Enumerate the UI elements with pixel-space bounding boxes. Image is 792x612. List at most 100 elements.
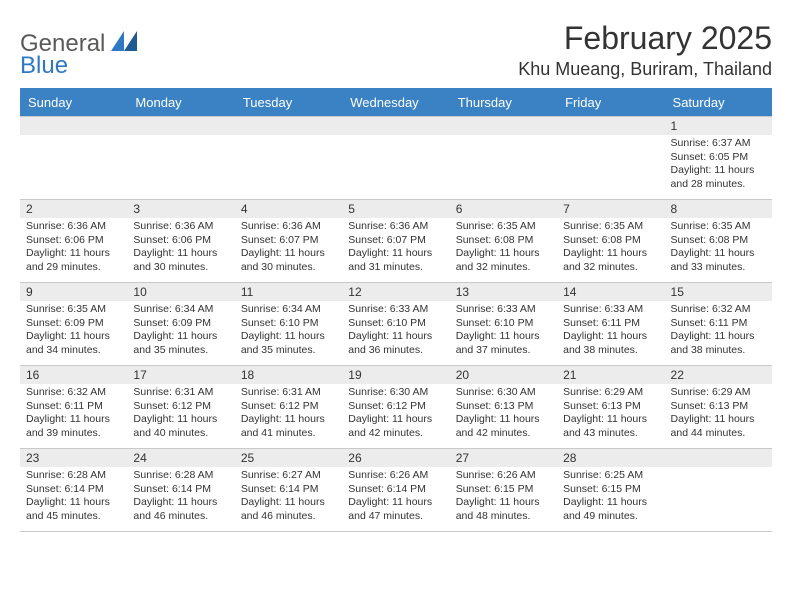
sunrise-text: Sunrise: 6:28 AM [26, 469, 121, 483]
title-block: February 2025 Khu Mueang, Buriram, Thail… [518, 20, 772, 80]
calendar-day-cell: 15Sunrise: 6:32 AMSunset: 6:11 PMDayligh… [665, 283, 772, 365]
sunrise-text: Sunrise: 6:34 AM [241, 303, 336, 317]
sunrise-text: Sunrise: 6:35 AM [671, 220, 766, 234]
calendar-week-row: 16Sunrise: 6:32 AMSunset: 6:11 PMDayligh… [20, 366, 772, 449]
day-content [235, 135, 342, 141]
calendar-day-cell: 3Sunrise: 6:36 AMSunset: 6:06 PMDaylight… [127, 200, 234, 282]
daylight-text: Daylight: 11 hours and 48 minutes. [456, 496, 551, 523]
day-number: 14 [557, 283, 664, 301]
day-number: 2 [20, 200, 127, 218]
calendar-day-cell [450, 117, 557, 199]
day-content: Sunrise: 6:33 AMSunset: 6:10 PMDaylight:… [342, 301, 449, 362]
day-number [342, 117, 449, 135]
sunset-text: Sunset: 6:08 PM [671, 234, 766, 248]
calendar-week-row: 2Sunrise: 6:36 AMSunset: 6:06 PMDaylight… [20, 200, 772, 283]
page-header: General February 2025 Khu Mueang, Burira… [20, 20, 772, 80]
day-number: 13 [450, 283, 557, 301]
day-content: Sunrise: 6:26 AMSunset: 6:15 PMDaylight:… [450, 467, 557, 528]
day-number [20, 117, 127, 135]
daylight-text: Daylight: 11 hours and 47 minutes. [348, 496, 443, 523]
sunrise-text: Sunrise: 6:29 AM [671, 386, 766, 400]
sunset-text: Sunset: 6:10 PM [456, 317, 551, 331]
calendar-header-row: Sunday Monday Tuesday Wednesday Thursday… [20, 88, 772, 116]
calendar-day-cell: 5Sunrise: 6:36 AMSunset: 6:07 PMDaylight… [342, 200, 449, 282]
dayname-friday: Friday [557, 89, 664, 116]
day-content: Sunrise: 6:30 AMSunset: 6:13 PMDaylight:… [450, 384, 557, 445]
day-content [450, 135, 557, 141]
sunrise-text: Sunrise: 6:35 AM [563, 220, 658, 234]
sunset-text: Sunset: 6:13 PM [671, 400, 766, 414]
day-content: Sunrise: 6:34 AMSunset: 6:09 PMDaylight:… [127, 301, 234, 362]
sunset-text: Sunset: 6:07 PM [348, 234, 443, 248]
day-content: Sunrise: 6:35 AMSunset: 6:08 PMDaylight:… [557, 218, 664, 279]
calendar-day-cell: 6Sunrise: 6:35 AMSunset: 6:08 PMDaylight… [450, 200, 557, 282]
sunset-text: Sunset: 6:13 PM [563, 400, 658, 414]
daylight-text: Daylight: 11 hours and 46 minutes. [241, 496, 336, 523]
calendar-day-cell: 28Sunrise: 6:25 AMSunset: 6:15 PMDayligh… [557, 449, 664, 531]
day-content: Sunrise: 6:35 AMSunset: 6:08 PMDaylight:… [450, 218, 557, 279]
day-number: 7 [557, 200, 664, 218]
sunrise-text: Sunrise: 6:37 AM [671, 137, 766, 151]
logo-mark-icon [111, 30, 137, 58]
calendar-week-row: 9Sunrise: 6:35 AMSunset: 6:09 PMDaylight… [20, 283, 772, 366]
calendar-day-cell: 2Sunrise: 6:36 AMSunset: 6:06 PMDaylight… [20, 200, 127, 282]
day-content: Sunrise: 6:36 AMSunset: 6:06 PMDaylight:… [127, 218, 234, 279]
daylight-text: Daylight: 11 hours and 38 minutes. [671, 330, 766, 357]
day-content: Sunrise: 6:33 AMSunset: 6:11 PMDaylight:… [557, 301, 664, 362]
dayname-tuesday: Tuesday [235, 89, 342, 116]
day-number: 12 [342, 283, 449, 301]
sunset-text: Sunset: 6:09 PM [26, 317, 121, 331]
daylight-text: Daylight: 11 hours and 39 minutes. [26, 413, 121, 440]
calendar-week-row: 1Sunrise: 6:37 AMSunset: 6:05 PMDaylight… [20, 116, 772, 200]
daylight-text: Daylight: 11 hours and 32 minutes. [563, 247, 658, 274]
day-number: 8 [665, 200, 772, 218]
sunrise-text: Sunrise: 6:36 AM [26, 220, 121, 234]
day-content: Sunrise: 6:32 AMSunset: 6:11 PMDaylight:… [665, 301, 772, 362]
calendar-day-cell: 26Sunrise: 6:26 AMSunset: 6:14 PMDayligh… [342, 449, 449, 531]
sunrise-text: Sunrise: 6:27 AM [241, 469, 336, 483]
sunset-text: Sunset: 6:14 PM [241, 483, 336, 497]
calendar-day-cell: 12Sunrise: 6:33 AMSunset: 6:10 PMDayligh… [342, 283, 449, 365]
daylight-text: Daylight: 11 hours and 42 minutes. [456, 413, 551, 440]
sunset-text: Sunset: 6:11 PM [671, 317, 766, 331]
sunset-text: Sunset: 6:15 PM [563, 483, 658, 497]
day-number: 23 [20, 449, 127, 467]
day-content: Sunrise: 6:37 AMSunset: 6:05 PMDaylight:… [665, 135, 772, 196]
daylight-text: Daylight: 11 hours and 44 minutes. [671, 413, 766, 440]
sunset-text: Sunset: 6:11 PM [26, 400, 121, 414]
calendar-day-cell: 14Sunrise: 6:33 AMSunset: 6:11 PMDayligh… [557, 283, 664, 365]
day-number: 15 [665, 283, 772, 301]
daylight-text: Daylight: 11 hours and 36 minutes. [348, 330, 443, 357]
day-content: Sunrise: 6:28 AMSunset: 6:14 PMDaylight:… [20, 467, 127, 528]
calendar-weeks: 1Sunrise: 6:37 AMSunset: 6:05 PMDaylight… [20, 116, 772, 532]
sunrise-text: Sunrise: 6:36 AM [348, 220, 443, 234]
day-number: 17 [127, 366, 234, 384]
sunrise-text: Sunrise: 6:32 AM [671, 303, 766, 317]
day-number: 25 [235, 449, 342, 467]
daylight-text: Daylight: 11 hours and 43 minutes. [563, 413, 658, 440]
day-number: 16 [20, 366, 127, 384]
calendar-day-cell: 1Sunrise: 6:37 AMSunset: 6:05 PMDaylight… [665, 117, 772, 199]
day-number [557, 117, 664, 135]
sunset-text: Sunset: 6:06 PM [133, 234, 228, 248]
day-number: 6 [450, 200, 557, 218]
day-content: Sunrise: 6:28 AMSunset: 6:14 PMDaylight:… [127, 467, 234, 528]
calendar-day-cell: 27Sunrise: 6:26 AMSunset: 6:15 PMDayligh… [450, 449, 557, 531]
day-number [450, 117, 557, 135]
calendar-day-cell: 9Sunrise: 6:35 AMSunset: 6:09 PMDaylight… [20, 283, 127, 365]
sunset-text: Sunset: 6:11 PM [563, 317, 658, 331]
day-content: Sunrise: 6:36 AMSunset: 6:06 PMDaylight:… [20, 218, 127, 279]
month-title: February 2025 [518, 20, 772, 57]
day-number: 26 [342, 449, 449, 467]
day-content: Sunrise: 6:35 AMSunset: 6:08 PMDaylight:… [665, 218, 772, 279]
calendar-day-cell: 11Sunrise: 6:34 AMSunset: 6:10 PMDayligh… [235, 283, 342, 365]
dayname-sunday: Sunday [20, 89, 127, 116]
calendar-day-cell: 22Sunrise: 6:29 AMSunset: 6:13 PMDayligh… [665, 366, 772, 448]
sunset-text: Sunset: 6:06 PM [26, 234, 121, 248]
dayname-thursday: Thursday [450, 89, 557, 116]
sunset-text: Sunset: 6:13 PM [456, 400, 551, 414]
sunset-text: Sunset: 6:12 PM [241, 400, 336, 414]
sunset-text: Sunset: 6:07 PM [241, 234, 336, 248]
sunset-text: Sunset: 6:08 PM [456, 234, 551, 248]
calendar-day-cell: 21Sunrise: 6:29 AMSunset: 6:13 PMDayligh… [557, 366, 664, 448]
